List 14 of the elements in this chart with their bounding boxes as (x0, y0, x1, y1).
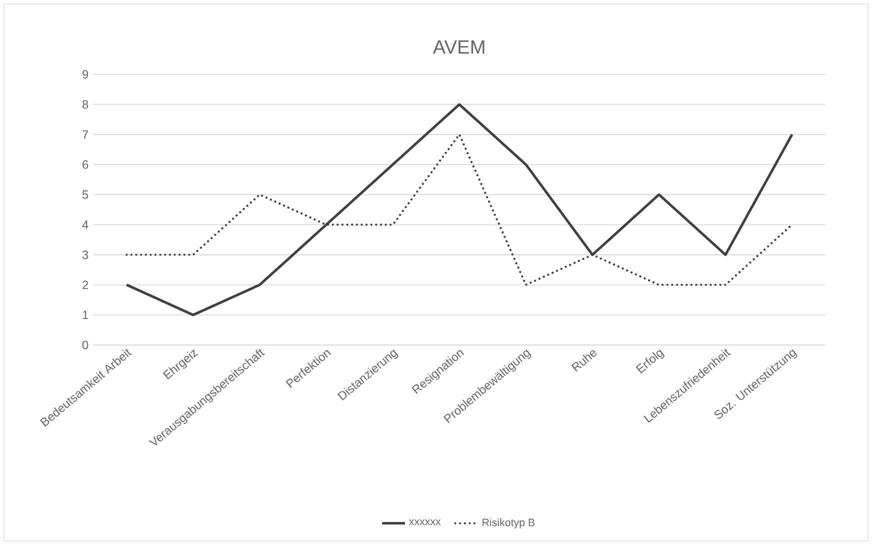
y-tick-label: 0 (82, 340, 88, 350)
y-tick-label: 1 (82, 310, 88, 320)
y-tick-label: 6 (82, 160, 88, 169)
legend-label: Risikotyp B (482, 518, 535, 528)
line-series (125, 103, 794, 316)
y-tick-label: 8 (82, 100, 88, 109)
y-tick-label: 5 (82, 190, 88, 199)
chart-title: AVEM (432, 40, 484, 54)
y-tick-label: 7 (82, 130, 88, 139)
y-tick-label: 9 (82, 70, 88, 79)
y-tick-label: 4 (82, 220, 88, 229)
y-tick-label: 2 (82, 280, 88, 290)
y-tick-label: 3 (82, 250, 88, 260)
legend-label: xxxxxx (408, 519, 441, 526)
